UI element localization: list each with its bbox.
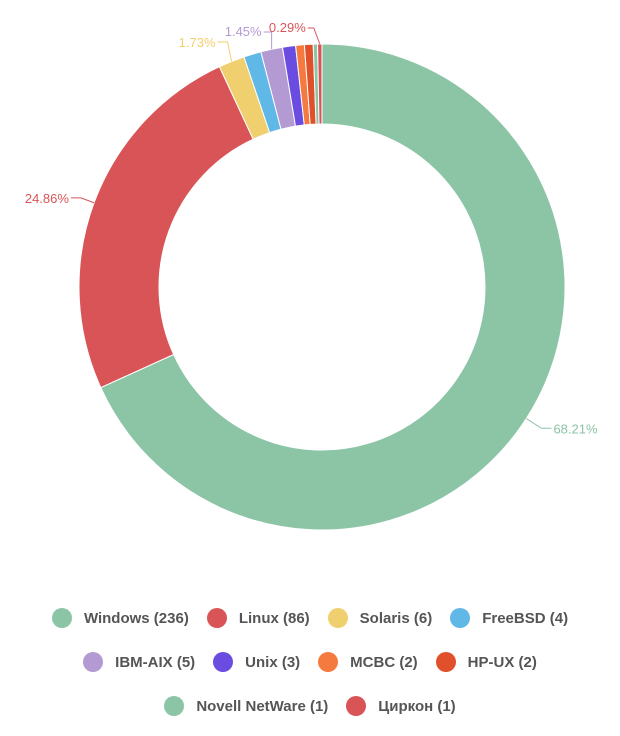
percent-label-циркон: 0.29% [269, 20, 306, 35]
slice-linux[interactable] [78, 66, 254, 389]
chart-legend: Windows (236) Linux (86) Solaris (6) FreeBS… [0, 596, 620, 728]
percent-labels: 68.21% 24.86% 1.73% 1.45% 0.29% [25, 20, 598, 436]
percent-label-ibm-aix: 1.45% [225, 24, 262, 39]
legend-label: Novell NetWare (1) [196, 697, 329, 715]
legend-item-novell-netware[interactable]: Novell NetWare (1) [164, 696, 328, 716]
legend-label: IBM-AIX (5) [115, 653, 196, 671]
legend-label: MCBC (2) [350, 653, 418, 671]
legend-swatch-icon [435, 652, 456, 672]
legend-item-ibm-aix[interactable]: IBM-AIX (5) [83, 652, 195, 672]
donut-chart: 68.21% 24.86% 1.73% 1.45% 0.29% [25, 20, 598, 531]
legend-row-3: Novell NetWare (1) Циркон (1) [0, 684, 620, 728]
legend-swatch-icon [327, 608, 348, 628]
leader-line-ibm-aix [263, 31, 273, 50]
slice-windows[interactable] [100, 43, 566, 531]
slice-циркон[interactable] [317, 43, 323, 125]
legend-row-2: IBM-AIX (5) Unix (3) MCBC (2) HP-UX (2) [0, 640, 620, 684]
percent-label-linux: 24.86% [25, 191, 70, 206]
legend-swatch-icon [51, 608, 72, 628]
leader-line-windows [526, 418, 552, 429]
legend-label: Linux (86) [238, 609, 310, 627]
legend-swatch-icon [83, 652, 104, 672]
legend-item-windows[interactable]: Windows (236) [51, 608, 189, 628]
legend-swatch-icon [346, 696, 367, 716]
legend-label: Windows (236) [83, 609, 189, 627]
legend-item-solaris[interactable]: Solaris (6) [327, 608, 433, 628]
legend-item-hp-ux[interactable]: HP-UX (2) [435, 652, 537, 672]
legend-label: Solaris (6) [359, 609, 433, 627]
legend-swatch-icon [213, 652, 234, 672]
legend-swatch-icon [450, 608, 471, 628]
leader-line-solaris [217, 41, 233, 62]
leader-line-linux [70, 197, 95, 204]
legend-item-freebsd[interactable]: FreeBSD (4) [450, 608, 568, 628]
legend-label: FreeBSD (4) [482, 609, 569, 627]
legend-swatch-icon [164, 696, 185, 716]
legend-item-mcbc[interactable]: MCBC (2) [318, 652, 418, 672]
donut-slices [78, 43, 566, 531]
legend-item-unix[interactable]: Unix (3) [213, 652, 300, 672]
percent-label-solaris: 1.73% [179, 35, 216, 50]
leader-line-циркон [307, 27, 321, 45]
legend-swatch-icon [318, 652, 339, 672]
legend-label: Unix (3) [245, 653, 301, 671]
legend-row-1: Windows (236) Linux (86) Solaris (6) FreeBS… [0, 596, 620, 640]
legend-item-linux[interactable]: Linux (86) [206, 608, 310, 628]
percent-label-windows: 68.21% [553, 421, 598, 436]
legend-swatch-icon [206, 608, 227, 628]
legend-item-циркон[interactable]: Циркон (1) [346, 696, 456, 716]
legend-label: HP-UX (2) [467, 653, 537, 671]
legend-label: Циркон (1) [378, 697, 456, 715]
